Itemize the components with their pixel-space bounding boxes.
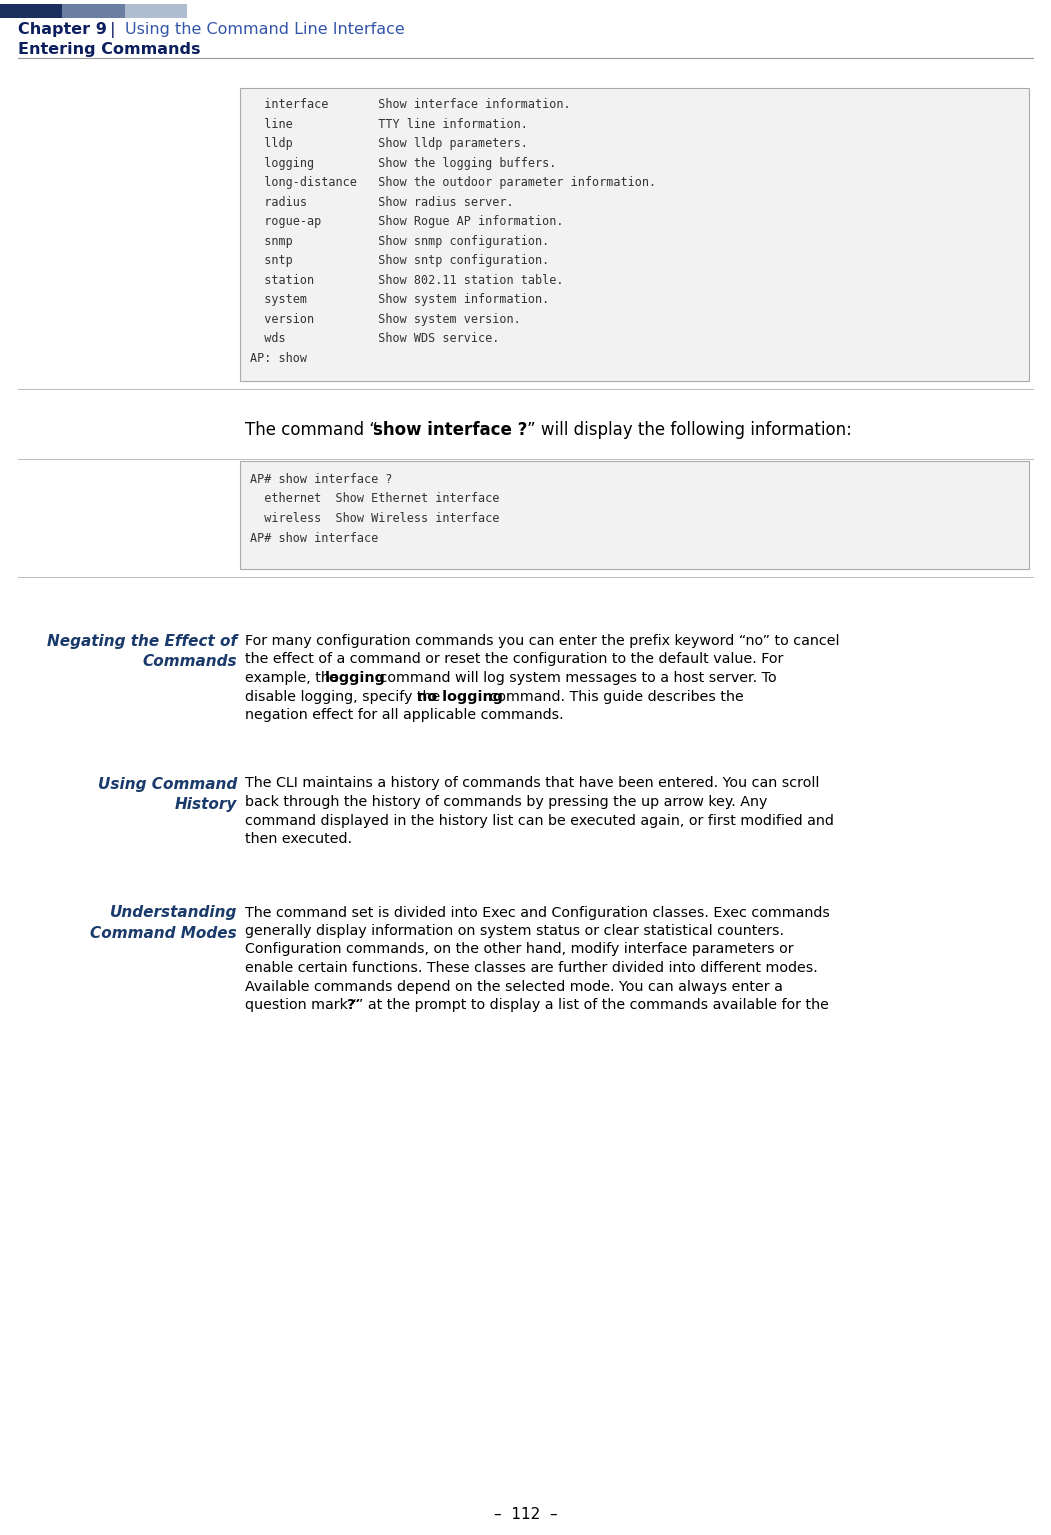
- Text: The command “: The command “: [245, 421, 378, 439]
- Text: show interface ?: show interface ?: [373, 421, 528, 439]
- Bar: [125, 5, 187, 18]
- Text: Negating the Effect of: Negating the Effect of: [47, 634, 236, 649]
- Text: logging: logging: [325, 671, 386, 685]
- Text: rogue-ap        Show Rogue AP information.: rogue-ap Show Rogue AP information.: [250, 215, 563, 229]
- Text: version         Show system version.: version Show system version.: [250, 313, 520, 325]
- Text: Configuration commands, on the other hand, modify interface parameters or: Configuration commands, on the other han…: [245, 942, 794, 956]
- Text: negation effect for all applicable commands.: negation effect for all applicable comma…: [245, 708, 563, 721]
- Text: long-distance   Show the outdoor parameter information.: long-distance Show the outdoor parameter…: [250, 177, 656, 189]
- Text: command displayed in the history list can be executed again, or first modified a: command displayed in the history list ca…: [245, 814, 833, 827]
- Text: Understanding: Understanding: [109, 906, 236, 921]
- Text: Commands: Commands: [142, 654, 236, 669]
- Text: interface       Show interface information.: interface Show interface information.: [250, 98, 571, 111]
- Text: example, the: example, the: [245, 671, 343, 685]
- Text: snmp            Show snmp configuration.: snmp Show snmp configuration.: [250, 235, 550, 247]
- Bar: [0, 5, 62, 18]
- Text: lldp            Show lldp parameters.: lldp Show lldp parameters.: [250, 137, 528, 150]
- Text: disable logging, specify the: disable logging, specify the: [245, 689, 445, 703]
- Text: then executed.: then executed.: [245, 832, 352, 846]
- Text: ?: ?: [346, 998, 354, 1012]
- Text: Entering Commands: Entering Commands: [18, 41, 201, 57]
- Text: AP: show: AP: show: [250, 352, 307, 364]
- Text: command. This guide describes the: command. This guide describes the: [485, 689, 744, 703]
- Text: Chapter 9: Chapter 9: [18, 21, 107, 37]
- Text: AP# show interface ?: AP# show interface ?: [250, 473, 392, 487]
- Text: wireless  Show Wireless interface: wireless Show Wireless interface: [250, 513, 499, 525]
- Text: command will log system messages to a host server. To: command will log system messages to a ho…: [375, 671, 777, 685]
- Text: Command Modes: Command Modes: [90, 926, 236, 941]
- Text: The command set is divided into Exec and Configuration classes. Exec commands: The command set is divided into Exec and…: [245, 906, 830, 919]
- Bar: [240, 460, 1029, 569]
- Text: no logging: no logging: [417, 689, 503, 703]
- Text: generally display information on system status or clear statistical counters.: generally display information on system …: [245, 924, 784, 938]
- Text: station         Show 802.11 station table.: station Show 802.11 station table.: [250, 273, 563, 287]
- Text: radius          Show radius server.: radius Show radius server.: [250, 195, 514, 209]
- Text: The CLI maintains a history of commands that have been entered. You can scroll: The CLI maintains a history of commands …: [245, 777, 820, 791]
- Text: –  112  –: – 112 –: [494, 1507, 557, 1523]
- Text: enable certain functions. These classes are further divided into different modes: enable certain functions. These classes …: [245, 961, 818, 975]
- Text: ” will display the following information:: ” will display the following information…: [527, 421, 852, 439]
- Text: system          Show system information.: system Show system information.: [250, 293, 550, 305]
- Text: Using the Command Line Interface: Using the Command Line Interface: [125, 21, 405, 37]
- Text: wds             Show WDS service.: wds Show WDS service.: [250, 332, 499, 345]
- Text: sntp            Show sntp configuration.: sntp Show sntp configuration.: [250, 253, 550, 267]
- Text: Using Command: Using Command: [98, 777, 236, 792]
- Text: logging         Show the logging buffers.: logging Show the logging buffers.: [250, 157, 556, 169]
- Bar: [240, 87, 1029, 381]
- Text: Available commands depend on the selected mode. You can always enter a: Available commands depend on the selecte…: [245, 979, 783, 993]
- Text: line            TTY line information.: line TTY line information.: [250, 118, 528, 130]
- Text: back through the history of commands by pressing the up arrow key. Any: back through the history of commands by …: [245, 795, 767, 809]
- Text: ” at the prompt to display a list of the commands available for the: ” at the prompt to display a list of the…: [356, 998, 829, 1012]
- Text: History: History: [174, 797, 236, 812]
- Text: ethernet  Show Ethernet interface: ethernet Show Ethernet interface: [250, 493, 499, 505]
- Text: AP# show interface: AP# show interface: [250, 531, 378, 545]
- Text: question mark “: question mark “: [245, 998, 359, 1012]
- Text: For many configuration commands you can enter the prefix keyword “no” to cancel: For many configuration commands you can …: [245, 634, 840, 648]
- Bar: [62, 5, 125, 18]
- Text: |: |: [105, 21, 121, 38]
- Text: the effect of a command or reset the configuration to the default value. For: the effect of a command or reset the con…: [245, 652, 783, 666]
